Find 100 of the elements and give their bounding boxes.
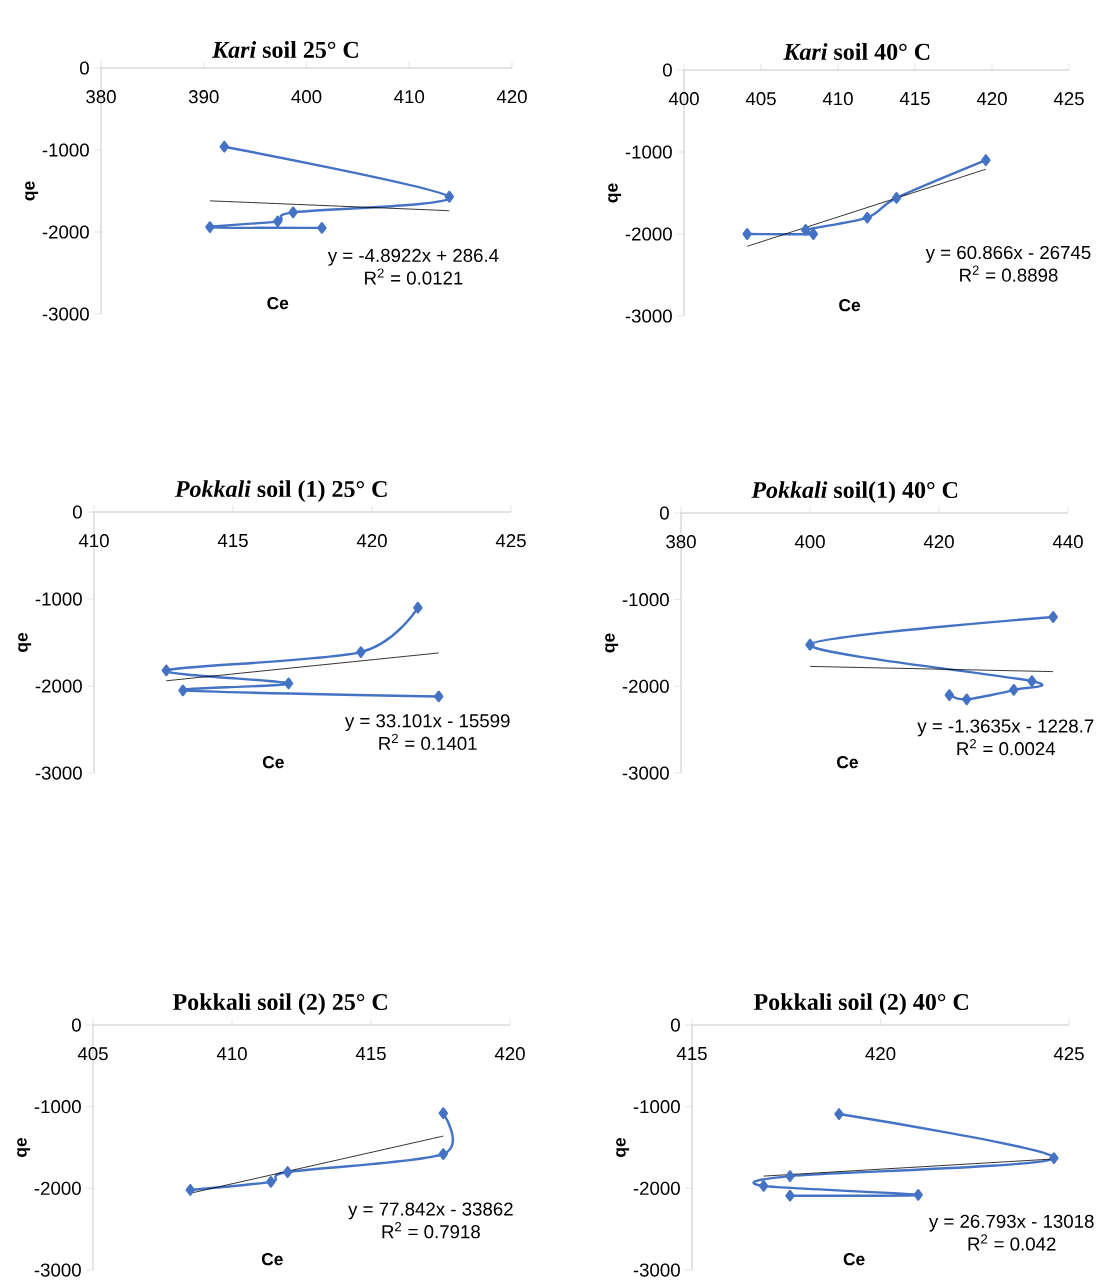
point xyxy=(805,638,815,651)
point xyxy=(981,154,991,167)
annotation: y = 26.793x - 13018 xyxy=(928,1214,1094,1232)
y-tick-label: -2000 xyxy=(622,679,669,693)
y-axis-title: qe xyxy=(616,1137,630,1157)
chart-title: Kari soil 25° C xyxy=(211,41,358,58)
point xyxy=(785,1170,795,1182)
point xyxy=(288,206,298,219)
y-tick-label: -3000 xyxy=(35,766,82,780)
point xyxy=(438,1107,448,1120)
x-tick-label: 380 xyxy=(86,90,116,104)
y-axis-title: qe xyxy=(605,633,619,653)
point xyxy=(266,1175,276,1188)
x-tick-label: 380 xyxy=(666,535,696,549)
x-tick-label: 405 xyxy=(77,1047,108,1061)
point xyxy=(862,211,872,224)
x-tick-label: 420 xyxy=(976,92,1007,106)
annotation: y = 77.842x - 33862 xyxy=(348,1202,513,1220)
point xyxy=(962,693,972,706)
point xyxy=(434,690,444,703)
x-tick-label: 410 xyxy=(822,92,853,106)
point xyxy=(891,192,902,204)
y-tick-label: -1000 xyxy=(625,145,672,159)
chart-title: Pokkali soil (2) 40° C xyxy=(753,993,968,1015)
annotation: y = -4.8922x + 286.4 xyxy=(327,248,499,266)
y-tick-label: -1000 xyxy=(34,1100,81,1114)
y-tick-label: -2000 xyxy=(633,1181,680,1195)
y-axis-title: qe xyxy=(17,1137,31,1157)
y-tick-label: -2000 xyxy=(42,225,89,239)
x-axis-title: Ce xyxy=(267,297,289,310)
y-tick-label: -2000 xyxy=(35,679,82,693)
x-axis-title: Ce xyxy=(261,1253,283,1266)
y-axis-title: qe xyxy=(18,632,32,652)
x-tick-label: 400 xyxy=(291,90,322,104)
point xyxy=(944,689,955,701)
y-tick-label: -2000 xyxy=(625,227,672,241)
annotation: R$^{2}$ = 0.0121 xyxy=(365,268,463,285)
y-tick-label: 0 xyxy=(79,61,89,75)
x-tick-label: 410 xyxy=(394,90,425,104)
point xyxy=(413,601,423,614)
y-tick-label: -1000 xyxy=(622,593,669,607)
x-tick-label: 400 xyxy=(668,92,699,106)
x-tick-label: 390 xyxy=(188,90,219,104)
x-tick-label: 415 xyxy=(899,92,930,106)
x-axis-title: Ce xyxy=(262,756,284,769)
y-tick-label: 0 xyxy=(72,505,82,519)
x-tick-label: 420 xyxy=(923,535,954,549)
x-tick-label: 420 xyxy=(356,534,387,548)
x-tick-label: 420 xyxy=(494,1047,525,1061)
point xyxy=(438,1148,448,1160)
x-tick-label: 425 xyxy=(495,534,526,548)
x-tick-label: 420 xyxy=(496,90,527,104)
annotation: R$^{2}$ = 0.0024 xyxy=(957,739,1056,756)
annotation: y = -1.3635x - 1228.7 xyxy=(917,719,1094,737)
y-axis-title: qe xyxy=(25,181,39,201)
point xyxy=(282,1166,293,1178)
chart-title: Pokkali soil (1) 25° C xyxy=(174,480,387,502)
annotation: R$^{2}$ = 0.7918 xyxy=(382,1222,480,1239)
point xyxy=(834,1108,844,1120)
annotation: y = 60.866x - 26745 xyxy=(925,245,1091,263)
point xyxy=(1009,683,1019,696)
point xyxy=(758,1180,769,1192)
point xyxy=(317,222,327,234)
y-tick-label: 0 xyxy=(71,1018,81,1032)
x-tick-label: 425 xyxy=(1053,92,1084,106)
x-tick-label: 420 xyxy=(865,1047,896,1061)
chart-title: Pokkali soil (2) 25° C xyxy=(172,993,387,1015)
chart-title: Pokkali soil(1) 40° C xyxy=(751,481,958,503)
point xyxy=(1048,611,1058,623)
x-tick-label: 405 xyxy=(745,92,776,106)
point xyxy=(1049,1152,1059,1164)
point xyxy=(178,684,188,697)
x-tick-label: 440 xyxy=(1052,535,1083,549)
point xyxy=(444,190,455,203)
x-axis-title: Ce xyxy=(839,299,861,312)
y-tick-label: -3000 xyxy=(622,766,669,780)
y-tick-label: -2000 xyxy=(34,1181,81,1195)
y-tick-label: -3000 xyxy=(633,1263,680,1277)
y-tick-label: 0 xyxy=(670,1018,680,1032)
y-tick-label: 0 xyxy=(659,506,669,520)
y-tick-label: 0 xyxy=(662,63,672,77)
x-tick-label: 415 xyxy=(217,534,248,548)
point xyxy=(356,646,366,658)
point xyxy=(273,215,283,228)
annotation: R$^{2}$ = 0.8898 xyxy=(960,265,1058,282)
x-tick-label: 400 xyxy=(794,535,825,549)
point xyxy=(785,1189,795,1202)
point xyxy=(913,1189,923,1201)
annotation: y = 33.101x - 15599 xyxy=(344,714,510,732)
y-tick-label: -3000 xyxy=(625,309,672,323)
point xyxy=(742,228,752,240)
point xyxy=(161,664,171,677)
point xyxy=(1027,675,1037,688)
x-axis-title: Ce xyxy=(837,756,858,769)
x-tick-label: 425 xyxy=(1053,1047,1084,1061)
point xyxy=(185,1184,195,1196)
annotation: R$^{2}$ = 0.1401 xyxy=(379,733,477,751)
x-tick-label: 410 xyxy=(78,534,109,548)
y-tick-label: -1000 xyxy=(35,592,82,606)
chart-title: Kari soil 40° C xyxy=(783,43,930,60)
